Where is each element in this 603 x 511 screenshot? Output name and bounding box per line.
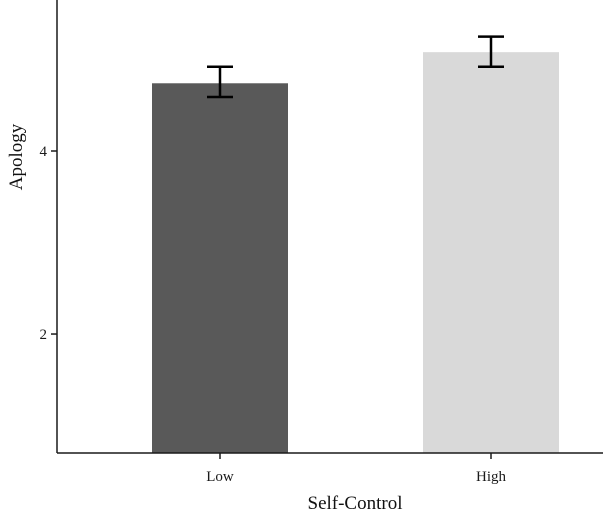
x-tick-label: High bbox=[476, 469, 507, 485]
error-bar-low bbox=[207, 65, 233, 99]
bar-low bbox=[152, 83, 288, 454]
bar-high bbox=[423, 52, 559, 453]
x-ticks-layer: Low High bbox=[206, 453, 507, 485]
error-bars-layer bbox=[207, 35, 504, 99]
error-bar-high bbox=[478, 35, 504, 69]
y-tick-label: 2 bbox=[40, 327, 48, 343]
x-tick-label: Low bbox=[206, 469, 234, 485]
y-tick-label: 4 bbox=[40, 144, 48, 160]
bars-layer bbox=[152, 52, 559, 454]
x-axis-title: Self-Control bbox=[308, 493, 403, 511]
y-axis-title: Apology bbox=[6, 123, 27, 190]
y-ticks-layer: 24 bbox=[40, 144, 57, 343]
